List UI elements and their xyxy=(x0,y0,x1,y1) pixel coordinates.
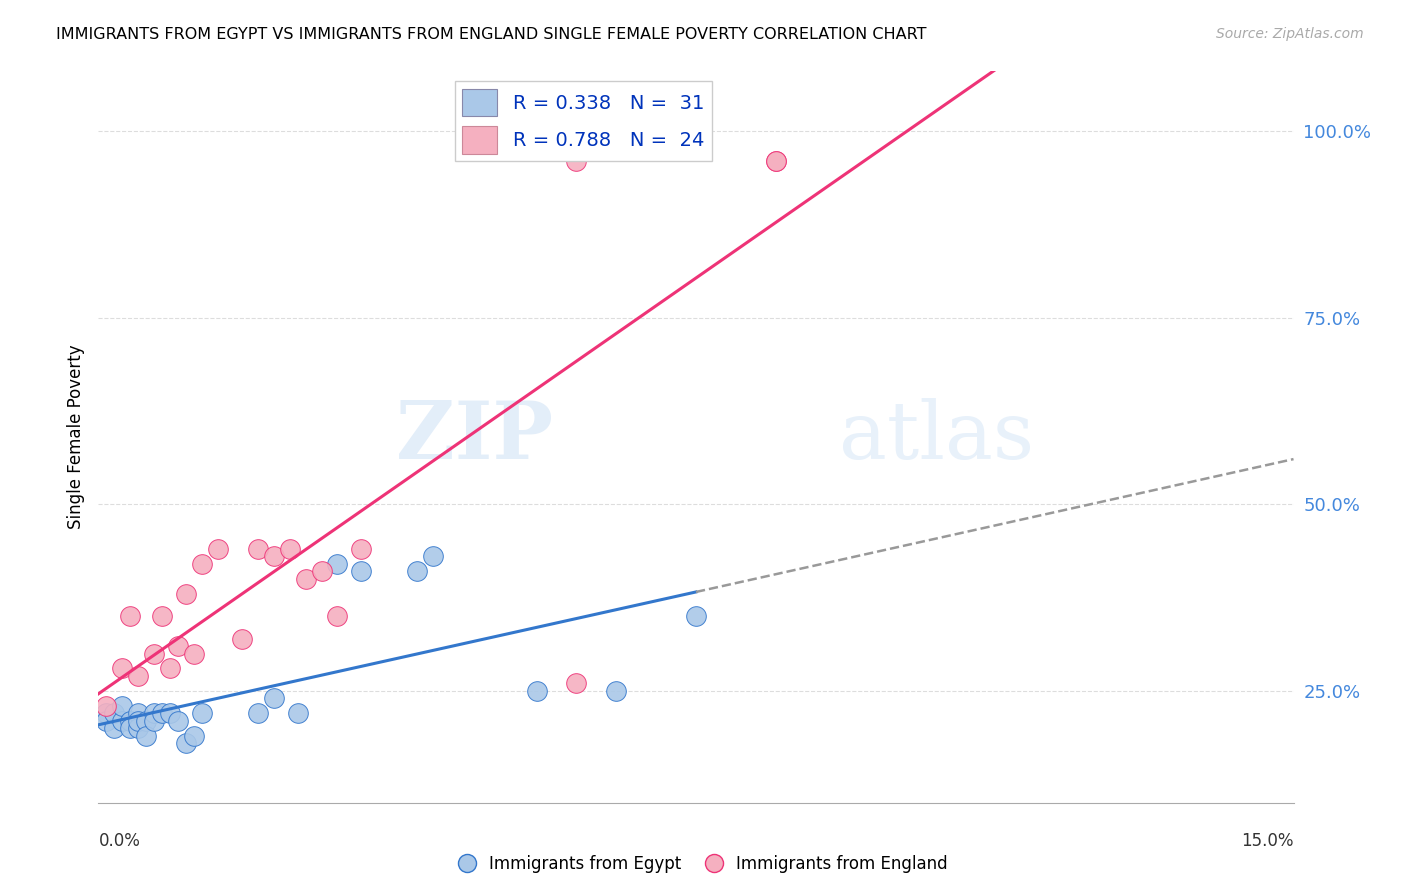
Point xyxy=(127,669,149,683)
Point xyxy=(422,549,444,564)
Point xyxy=(167,639,190,653)
Point xyxy=(231,632,253,646)
Point xyxy=(127,706,149,721)
Point xyxy=(183,729,205,743)
Point xyxy=(103,721,125,735)
Text: 15.0%: 15.0% xyxy=(1241,832,1294,850)
Point xyxy=(263,549,285,564)
Point xyxy=(263,691,285,706)
Point xyxy=(685,609,707,624)
Point xyxy=(246,706,269,721)
Point xyxy=(565,676,588,690)
Legend: R = 0.338   N =  31, R = 0.788   N =  24: R = 0.338 N = 31, R = 0.788 N = 24 xyxy=(454,81,713,161)
Point xyxy=(96,706,118,721)
Point xyxy=(167,714,190,728)
Point xyxy=(406,565,429,579)
Point xyxy=(111,714,134,728)
Point xyxy=(103,706,125,721)
Point xyxy=(150,609,173,624)
Legend: Immigrants from Egypt, Immigrants from England: Immigrants from Egypt, Immigrants from E… xyxy=(451,848,955,880)
Point xyxy=(111,698,134,713)
Point xyxy=(294,572,316,586)
Point xyxy=(605,683,627,698)
Point xyxy=(174,587,197,601)
Point xyxy=(183,647,205,661)
Point xyxy=(159,661,181,675)
Point xyxy=(111,661,134,675)
Text: IMMIGRANTS FROM EGYPT VS IMMIGRANTS FROM ENGLAND SINGLE FEMALE POVERTY CORRELATI: IMMIGRANTS FROM EGYPT VS IMMIGRANTS FROM… xyxy=(56,27,927,42)
Point xyxy=(150,706,173,721)
Text: Source: ZipAtlas.com: Source: ZipAtlas.com xyxy=(1216,27,1364,41)
Point xyxy=(174,736,197,750)
Point xyxy=(350,542,373,557)
Point xyxy=(135,729,157,743)
Point xyxy=(120,721,142,735)
Point xyxy=(246,542,269,557)
Point xyxy=(287,706,309,721)
Point xyxy=(143,647,166,661)
Text: atlas: atlas xyxy=(839,398,1035,476)
Point xyxy=(120,714,142,728)
Text: ZIP: ZIP xyxy=(395,398,553,476)
Point xyxy=(96,698,118,713)
Point xyxy=(565,153,588,168)
Point xyxy=(127,721,149,735)
Point xyxy=(191,706,214,721)
Point xyxy=(127,714,149,728)
Point xyxy=(207,542,229,557)
Point xyxy=(326,557,349,571)
Point xyxy=(143,714,166,728)
Point xyxy=(526,683,548,698)
Point xyxy=(191,557,214,571)
Point xyxy=(350,565,373,579)
Point xyxy=(135,714,157,728)
Y-axis label: Single Female Poverty: Single Female Poverty xyxy=(66,345,84,529)
Point xyxy=(765,153,787,168)
Point xyxy=(278,542,301,557)
Point xyxy=(120,609,142,624)
Point xyxy=(326,609,349,624)
Point xyxy=(159,706,181,721)
Point xyxy=(96,714,118,728)
Text: 0.0%: 0.0% xyxy=(98,832,141,850)
Point xyxy=(311,565,333,579)
Point xyxy=(765,153,787,168)
Point xyxy=(143,706,166,721)
